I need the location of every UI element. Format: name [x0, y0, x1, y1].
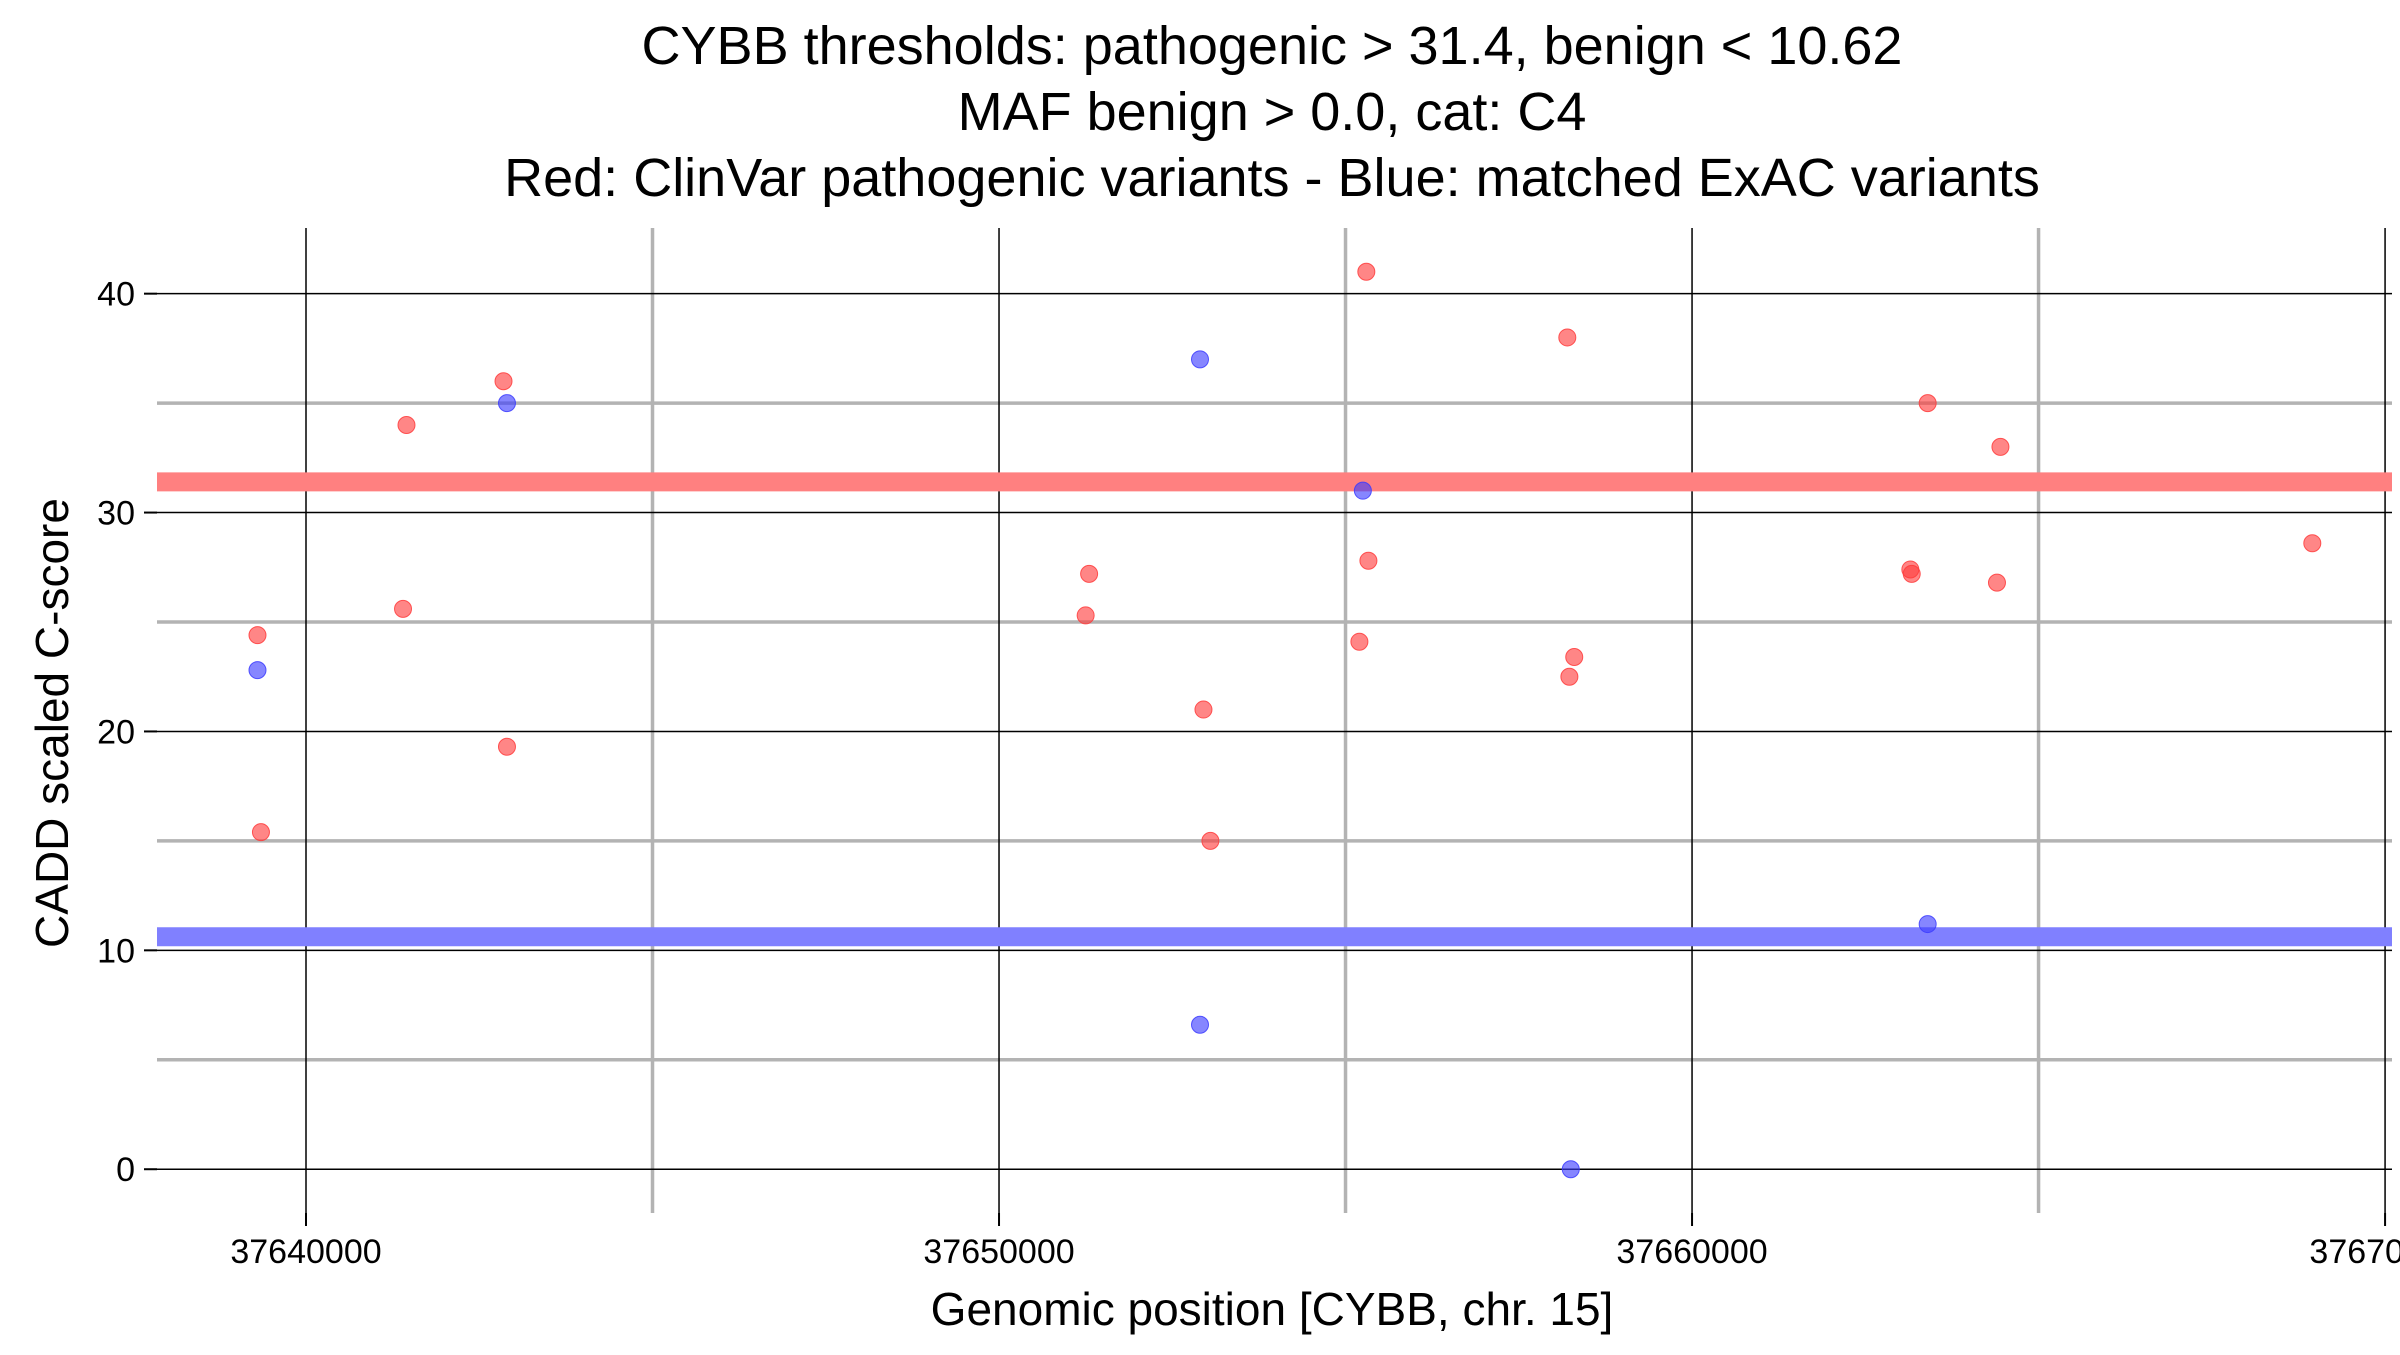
data-point — [497, 737, 516, 756]
data-point — [1918, 394, 1937, 413]
data-point — [1565, 648, 1584, 667]
y-axis: 0 10 20 30 40 — [97, 276, 157, 1189]
data-point — [1353, 481, 1372, 500]
chart-title: CYBB thresholds: pathogenic > 31.4, beni… — [504, 16, 2040, 208]
data-point — [1357, 262, 1376, 281]
data-point — [1558, 328, 1577, 347]
data-point — [248, 626, 267, 645]
x-tick-label: 37640000 — [230, 1233, 381, 1271]
x-tick-label: 37650000 — [923, 1233, 1074, 1271]
title-line-1: CYBB thresholds: pathogenic > 31.4, beni… — [642, 16, 1903, 76]
data-point — [1561, 1160, 1580, 1179]
x-tick-label: 37660000 — [1616, 1233, 1767, 1271]
data-point — [1076, 606, 1095, 625]
y-tick-label: 0 — [116, 1151, 135, 1189]
data-point — [1191, 350, 1209, 369]
data-point — [494, 372, 513, 391]
data-point — [1201, 831, 1220, 850]
title-line-3: Red: ClinVar pathogenic variants - Blue:… — [504, 148, 2040, 208]
data-point — [394, 599, 413, 618]
data-point — [2303, 534, 2322, 553]
data-point — [1902, 564, 1921, 583]
data-point — [397, 416, 416, 434]
data-point — [1560, 667, 1579, 686]
y-tick-label: 20 — [97, 713, 135, 751]
data-point — [251, 823, 270, 842]
x-axis: 37640000 37650000 37660000 37670000 — [230, 1213, 2400, 1271]
x-tick-label: 37670000 — [2309, 1233, 2400, 1271]
y-tick-label: 40 — [97, 276, 135, 314]
data-points — [248, 262, 2322, 1179]
minor-gridlines — [157, 228, 2392, 1213]
data-point — [1080, 564, 1099, 583]
data-point — [1991, 437, 2010, 456]
data-point — [1350, 632, 1369, 651]
data-point — [248, 661, 267, 680]
data-point — [1918, 915, 1937, 934]
x-axis-label: Genomic position [CYBB, chr. 15] — [931, 1283, 1614, 1335]
threshold-lines — [157, 472, 2392, 947]
y-axis-label: CADD scaled C-score — [26, 498, 78, 948]
data-point — [1194, 700, 1213, 719]
data-point — [1359, 551, 1378, 570]
y-tick-label: 30 — [97, 495, 135, 533]
data-point — [1987, 573, 2006, 592]
y-tick-label: 10 — [97, 932, 135, 970]
data-point — [1191, 1015, 1209, 1034]
title-line-2: MAF benign > 0.0, cat: C4 — [958, 82, 1587, 142]
major-gridlines — [157, 228, 2392, 1213]
data-point — [497, 394, 516, 413]
